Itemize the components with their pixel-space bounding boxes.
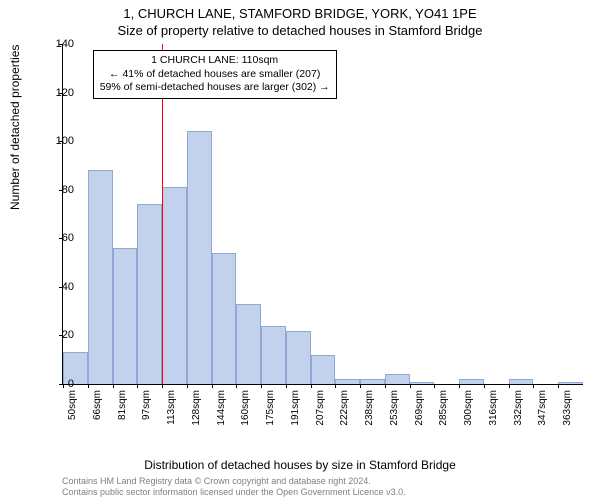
x-tick-mark [137,384,138,388]
x-tick-label: 316sqm [488,390,499,432]
x-tick-label: 347sqm [537,390,548,432]
x-tick-mark [335,384,336,388]
histogram-bar [509,379,534,384]
x-tick-label: 113sqm [166,390,177,432]
info-line-2: ← 41% of detached houses are smaller (20… [100,68,330,82]
x-tick-mark [509,384,510,388]
x-tick-mark [187,384,188,388]
x-axis-label: Distribution of detached houses by size … [0,458,600,472]
histogram-bar [113,248,138,384]
x-tick-label: 332sqm [513,390,524,432]
y-tick-label: 140 [44,38,74,50]
attribution-line-1: Contains HM Land Registry data © Crown c… [62,476,590,487]
info-line-3: 59% of semi-detached houses are larger (… [100,81,330,95]
x-tick-mark [162,384,163,388]
x-tick-label: 269sqm [414,390,425,432]
x-tick-label: 128sqm [191,390,202,432]
histogram-bar [162,187,187,384]
x-tick-mark [484,384,485,388]
x-tick-mark [533,384,534,388]
x-tick-mark [113,384,114,388]
x-tick-label: 222sqm [339,390,350,432]
y-tick-label: 120 [44,87,74,99]
x-tick-label: 144sqm [216,390,227,432]
histogram-bar [212,253,237,384]
x-tick-mark [261,384,262,388]
x-tick-mark [385,384,386,388]
x-tick-label: 300sqm [463,390,474,432]
info-box: 1 CHURCH LANE: 110sqm ← 41% of detached … [93,50,337,99]
x-tick-mark [558,384,559,388]
histogram-bar [236,304,261,384]
chart-title-sub: Size of property relative to detached ho… [0,21,600,42]
chart-title-main: 1, CHURCH LANE, STAMFORD BRIDGE, YORK, Y… [0,0,600,21]
x-tick-label: 66sqm [92,390,103,432]
plot-area: 50sqm66sqm81sqm97sqm113sqm128sqm144sqm16… [62,44,582,414]
y-tick-label: 60 [44,232,74,244]
x-tick-label: 97sqm [141,390,152,432]
x-tick-mark [434,384,435,388]
x-tick-label: 81sqm [117,390,128,432]
histogram-bar [261,326,286,384]
x-tick-label: 285sqm [438,390,449,432]
x-tick-mark [311,384,312,388]
y-axis-label: Number of detached properties [8,45,22,210]
y-tick-label: 40 [44,281,74,293]
chart-container: 1, CHURCH LANE, STAMFORD BRIDGE, YORK, Y… [0,0,600,500]
histogram-bar [335,379,360,384]
x-tick-mark [286,384,287,388]
x-tick-label: 363sqm [562,390,573,432]
x-tick-label: 207sqm [315,390,326,432]
x-tick-mark [410,384,411,388]
x-tick-label: 191sqm [290,390,301,432]
histogram-bar [360,379,385,384]
x-tick-mark [212,384,213,388]
x-tick-mark [360,384,361,388]
x-tick-label: 238sqm [364,390,375,432]
attribution: Contains HM Land Registry data © Crown c… [62,476,590,498]
histogram-bar [459,379,484,384]
histogram-bar [311,355,336,384]
histogram-bar [410,382,435,384]
x-tick-label: 175sqm [265,390,276,432]
histogram-bar [385,374,410,384]
histogram-bar [137,204,162,384]
x-tick-label: 253sqm [389,390,400,432]
info-line-1: 1 CHURCH LANE: 110sqm [100,54,330,68]
x-tick-mark [236,384,237,388]
y-tick-label: 20 [44,329,74,341]
histogram-bar [187,131,212,384]
x-tick-label: 50sqm [67,390,78,432]
y-tick-label: 0 [44,378,74,390]
x-tick-mark [459,384,460,388]
y-tick-label: 80 [44,184,74,196]
histogram-bar [88,170,113,384]
histogram-bar [558,382,583,384]
x-tick-label: 160sqm [240,390,251,432]
x-tick-mark [88,384,89,388]
histogram-bar [286,331,311,384]
attribution-line-2: Contains public sector information licen… [62,487,590,498]
plot-inner: 50sqm66sqm81sqm97sqm113sqm128sqm144sqm16… [62,44,583,385]
y-tick-label: 100 [44,135,74,147]
